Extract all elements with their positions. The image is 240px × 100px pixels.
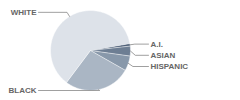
svg-text:HISPANIC: HISPANIC <box>151 62 189 71</box>
svg-text:BLACK: BLACK <box>9 86 37 95</box>
svg-text:ASIAN: ASIAN <box>151 51 176 60</box>
svg-text:WHITE: WHITE <box>11 8 37 17</box>
svg-text:A.I.: A.I. <box>151 40 163 49</box>
